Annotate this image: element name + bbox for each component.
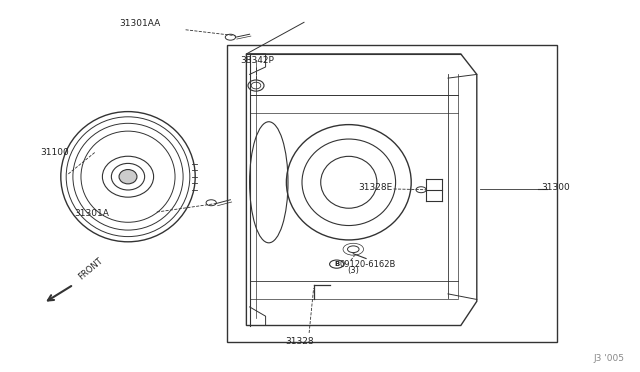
Text: 31328E: 31328E <box>358 183 393 192</box>
Text: 09120-6162B: 09120-6162B <box>339 260 396 269</box>
Text: 31301AA: 31301AA <box>119 19 160 28</box>
Text: 38342P: 38342P <box>240 56 274 65</box>
Text: FRONT: FRONT <box>77 256 104 282</box>
Text: 31300: 31300 <box>541 183 570 192</box>
Ellipse shape <box>119 170 137 184</box>
Text: 31328: 31328 <box>285 337 314 346</box>
Text: B: B <box>334 261 339 267</box>
Text: J3 '005: J3 '005 <box>593 354 624 363</box>
Text: 31100: 31100 <box>40 148 69 157</box>
Bar <box>227 45 557 342</box>
Text: (3): (3) <box>347 266 359 275</box>
Text: 31301A: 31301A <box>74 209 109 218</box>
